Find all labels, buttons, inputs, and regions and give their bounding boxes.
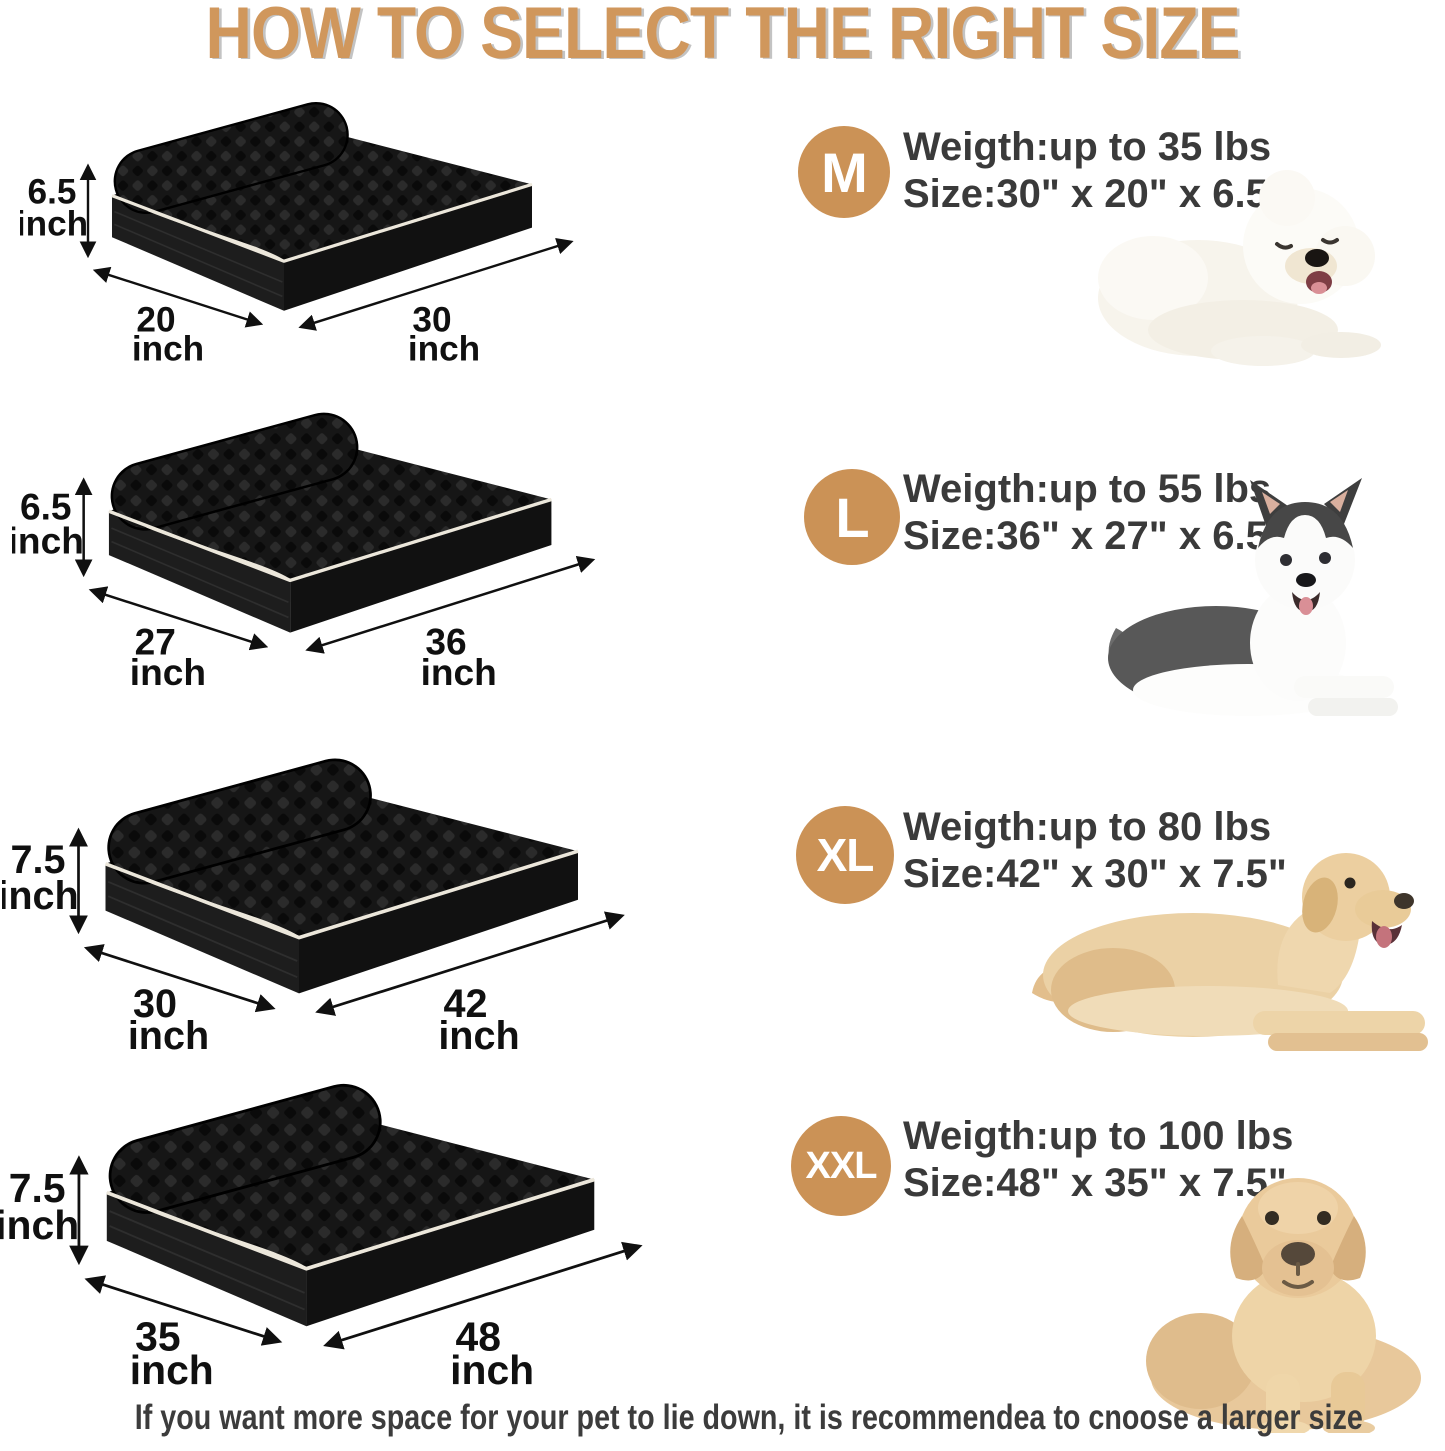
size-badge-xl: XL <box>796 806 894 904</box>
bed-shape <box>104 758 579 994</box>
dimension-width: 20 inch <box>92 266 264 362</box>
size-badge-m: M <box>798 126 890 218</box>
width-value: 27 <box>135 621 176 663</box>
length-value: 42 <box>443 982 487 1026</box>
dimension-height: 7.5 inch <box>2 827 88 935</box>
dimension-length: 30 inch <box>298 238 574 362</box>
weight-label: Weigth:up to 35 lbs <box>903 125 1272 169</box>
length-value: 30 <box>412 301 451 340</box>
dimension-height: 7.5 inch <box>0 1155 89 1266</box>
length-value: 48 <box>455 1313 500 1359</box>
height-value: 7.5 <box>9 1165 66 1211</box>
dimension-length: 42 inch <box>315 911 625 1051</box>
weight-label: Weigth:up to 100 lbs <box>903 1114 1294 1158</box>
length-unit: inch <box>421 651 497 687</box>
page-title: HOW TO SELECT THE RIGHT SIZE <box>205 0 1240 74</box>
dimension-width: 30 inch <box>83 944 276 1051</box>
size-badge-l: L <box>804 469 900 565</box>
spec-text-l: Weigth:up to 55 lbs Size:36" x 27" x 6.5… <box>903 466 1287 560</box>
weight-label: Weigth:up to 55 lbs <box>903 467 1272 511</box>
dog-photo-golden-retriever <box>1032 853 1428 1051</box>
dog-photo-yellow-labrador <box>1146 1178 1421 1433</box>
length-unit: inch <box>438 1014 519 1051</box>
dog-photo-husky <box>1108 478 1398 716</box>
dimension-height: 6.5 inch <box>12 477 93 578</box>
size-label: Size:42" x 30" x 7.5" <box>903 852 1287 896</box>
height-value: 6.5 <box>28 173 77 212</box>
width-unit: inch <box>130 1347 214 1386</box>
dog-photo-bichon-frise <box>1098 170 1381 366</box>
width-value: 20 <box>136 301 175 340</box>
width-value: 35 <box>135 1313 180 1359</box>
width-value: 30 <box>133 982 177 1026</box>
footer-note: If you want more space for your pet to l… <box>134 1398 1363 1437</box>
spec-text-xxl: Weigth:up to 100 lbs Size:48" x 35" x 7.… <box>903 1113 1293 1207</box>
weight-label: Weigth:up to 80 lbs <box>903 805 1272 849</box>
bed-illustration-l: 6.5 inch 27 inch 36 inch <box>12 412 596 687</box>
height-unit: inch <box>0 1202 79 1248</box>
page-title-wrap: HOW TO SELECT THE RIGHT SIZE <box>0 0 1445 75</box>
width-unit: inch <box>132 329 204 362</box>
spec-text-xl: Weigth:up to 80 lbs Size:42" x 30" x 7.5… <box>903 804 1287 898</box>
length-value: 36 <box>425 621 466 663</box>
height-unit: inch <box>20 205 88 244</box>
width-unit: inch <box>130 651 206 687</box>
spec-text-m: Weigth:up to 35 lbs Size:30" x 20" x 6.5… <box>903 124 1287 218</box>
bed-illustration-xxl: 7.5 inch 35 inch 48 inch <box>0 1083 643 1386</box>
dimension-height: 6.5 inch <box>20 163 97 259</box>
bed-illustration-xl: 7.5 inch 30 inch 42 inch <box>2 758 625 1051</box>
size-label: Size:36" x 27" x 6.5" <box>903 514 1287 558</box>
height-value: 7.5 <box>10 838 65 882</box>
height-unit: inch <box>2 874 79 918</box>
height-value: 6.5 <box>20 486 72 528</box>
bed-shape <box>106 1083 595 1327</box>
dimension-length: 48 inch <box>323 1241 643 1386</box>
length-unit: inch <box>408 329 480 362</box>
footer-note-wrap: If you want more space for your pet to l… <box>0 1398 1445 1438</box>
dimension-length: 36 inch <box>305 555 596 687</box>
height-unit: inch <box>12 519 84 561</box>
bed-shape <box>111 102 533 311</box>
size-label: Size:30" x 20" x 6.5" <box>903 172 1287 216</box>
size-label: Size:48" x 35" x 7.5" <box>903 1161 1287 1205</box>
size-badge-xxl: XXL <box>791 1116 891 1216</box>
dimension-width: 27 inch <box>88 586 269 687</box>
width-unit: inch <box>128 1014 209 1051</box>
bed-illustration-m: 6.5 inch 20 inch 30 inch <box>20 102 574 362</box>
bed-shape <box>108 412 552 633</box>
dimension-width: 35 inch <box>84 1275 283 1386</box>
length-unit: inch <box>450 1347 534 1386</box>
